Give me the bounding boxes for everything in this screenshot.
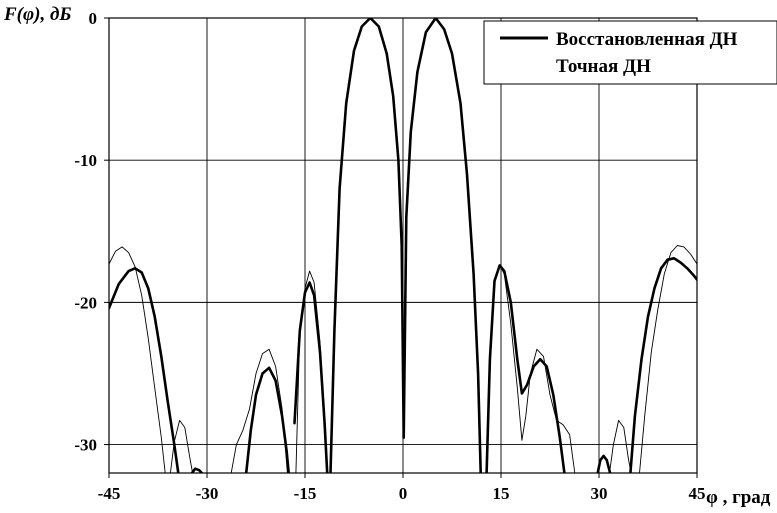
x-tick-label: -15 — [294, 484, 317, 503]
series-line-reconstructed — [596, 454, 612, 473]
series-line-exact — [486, 264, 576, 473]
series-line-exact — [109, 246, 166, 473]
series-line-reconstructed — [190, 467, 204, 473]
series-line-exact — [295, 270, 328, 473]
series-line-exact — [609, 419, 632, 473]
y-tick-label: -30 — [74, 436, 97, 455]
x-tick-label: 30 — [591, 484, 608, 503]
x-tick-label: -30 — [196, 484, 219, 503]
x-axis-label: φ , град — [706, 487, 771, 508]
x-tick-label: 45 — [689, 484, 706, 503]
series-line-exact — [639, 245, 697, 473]
x-tick-label: -45 — [98, 484, 121, 503]
legend-box — [483, 20, 777, 85]
y-tick-label: 0 — [89, 9, 98, 28]
x-tick-label: 0 — [399, 484, 408, 503]
tick-labels: -45 -30 -15 0 15 30 45 0 -10 -20 -30 — [74, 9, 705, 503]
series-line-reconstructed — [629, 257, 697, 473]
series-line-exact — [169, 419, 194, 473]
series-line-reconstructed — [109, 267, 180, 473]
legend-label-reconstructed: Восстановленная ДН — [556, 29, 738, 50]
series-line-exact — [330, 18, 405, 473]
y-tick-label: -20 — [74, 293, 97, 312]
series-group — [109, 18, 697, 473]
x-tick-label: 15 — [493, 484, 510, 503]
series-line-exact — [230, 348, 288, 473]
y-axis-label: F(φ), дБ — [3, 4, 71, 25]
series-line-exact — [403, 18, 482, 473]
legend-label-exact: Точная ДН — [556, 56, 651, 77]
y-tick-label: -10 — [74, 151, 97, 170]
legend: Восстановленная ДН Точная ДН — [483, 20, 777, 85]
series-line-reconstructed — [244, 366, 290, 473]
